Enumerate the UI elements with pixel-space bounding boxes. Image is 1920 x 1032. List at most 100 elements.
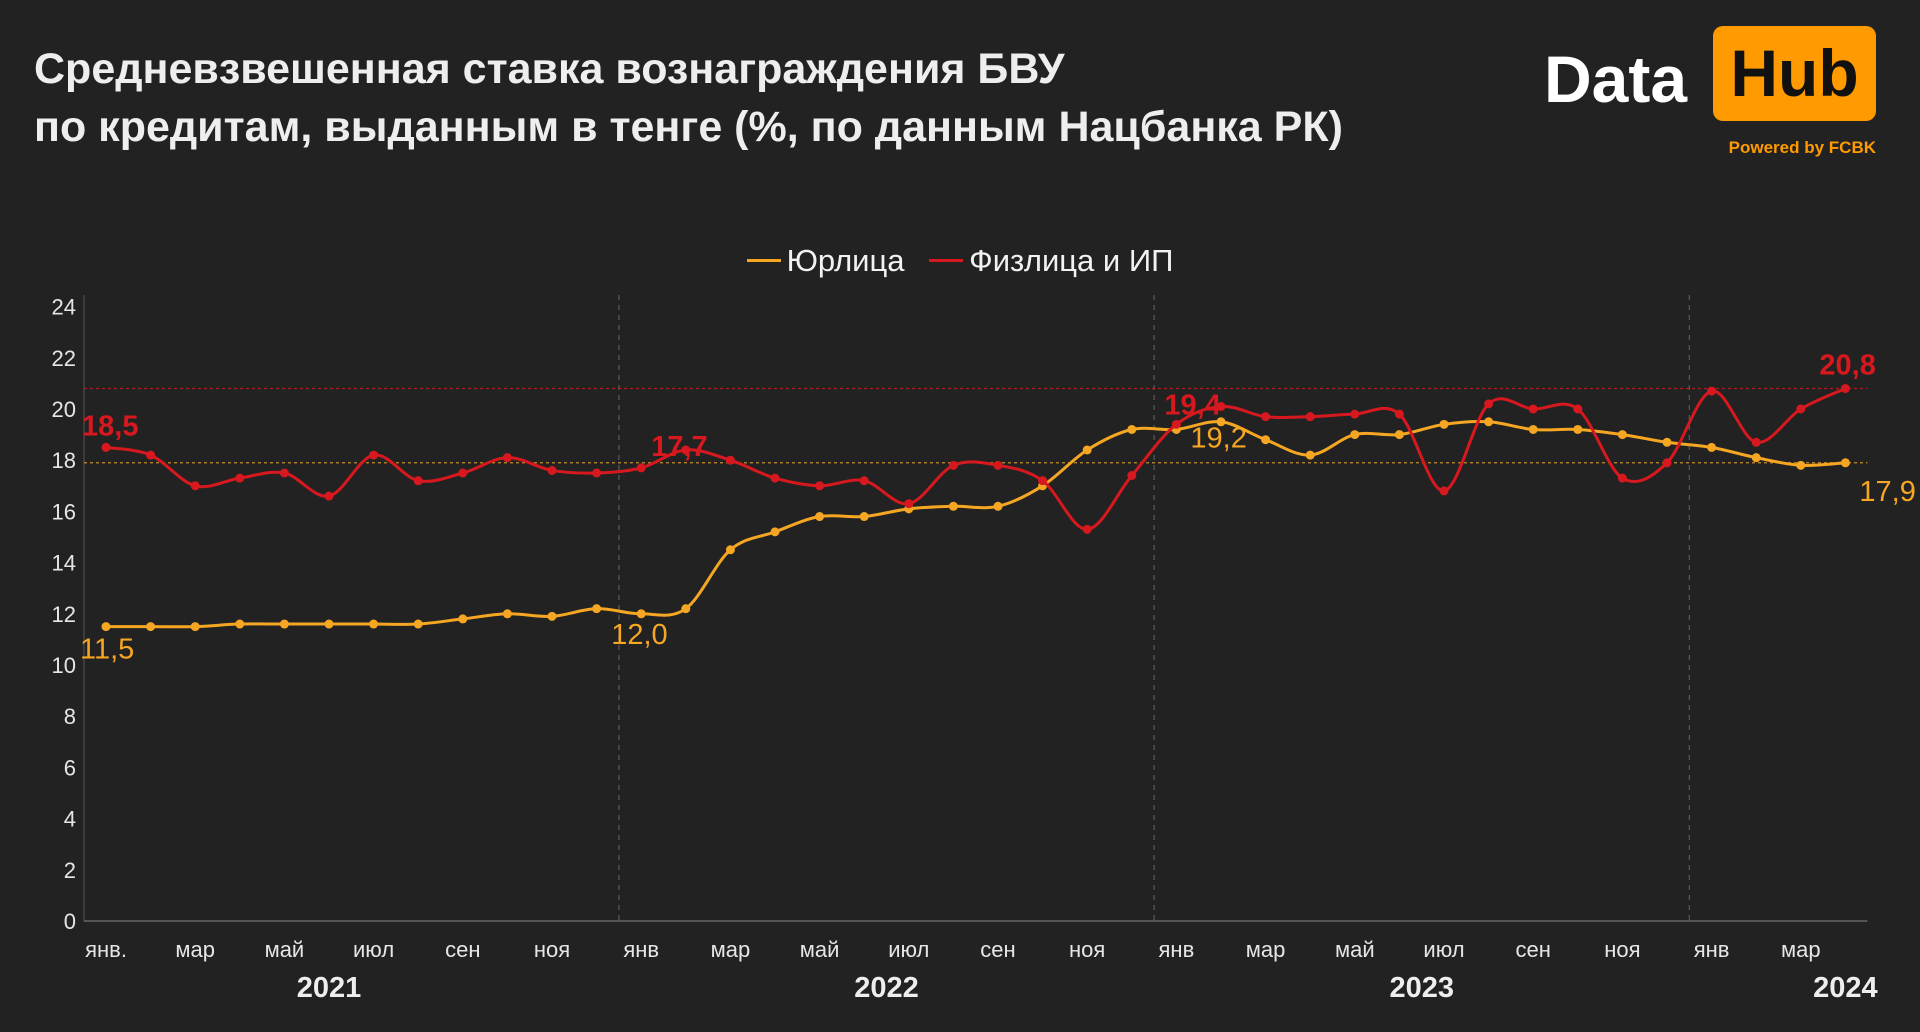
x-year-label: 2022 [854,972,919,1004]
point-individuals [1439,486,1449,496]
data-label: 17,9 [1859,476,1915,508]
point-individuals [1751,437,1761,447]
y-tick-label: 6 [64,755,76,780]
x-tick-label: ноя [534,937,570,962]
point-legal [1528,424,1538,434]
point-legal [1840,458,1850,468]
data-label: 20,8 [1819,350,1875,382]
logo-powered-by: Powered by FCBK [1728,138,1876,157]
data-label: 19,4 [1164,389,1220,421]
point-individuals [770,473,780,483]
point-individuals [1528,404,1538,414]
data-label: 18,5 [82,410,138,442]
x-tick-label: янв [1694,937,1730,962]
legend-item-individuals: Физлица и ИП [929,243,1173,279]
point-individuals [636,463,646,473]
point-legal [636,609,646,619]
x-tick-label: ноя [1604,937,1640,962]
legend-item-legal: Юрлица [746,243,905,279]
point-legal [1261,435,1271,445]
title-line-2: по кредитам, выданным в тенге (%, по дан… [34,103,1343,151]
y-tick-label: 24 [52,295,76,320]
point-legal [681,604,691,614]
point-individuals [1127,471,1137,481]
x-tick-label: мар [1246,937,1286,962]
point-individuals [1617,473,1627,483]
point-legal [369,619,379,629]
legend-label-individuals: Физлица и ИП [969,242,1174,278]
point-individuals [1707,386,1717,396]
x-tick-label: янв [1159,937,1195,962]
x-tick-label: май [1335,937,1375,962]
y-tick-label: 16 [52,499,76,524]
point-legal [1662,437,1672,447]
point-individuals [190,481,200,491]
point-individuals [815,481,825,491]
point-legal [146,622,156,632]
y-tick-label: 12 [52,602,76,627]
x-tick-label: сен [1516,937,1551,962]
x-tick-label: сен [980,937,1015,962]
point-legal [1394,430,1404,440]
point-legal [324,619,334,629]
point-legal [458,614,468,624]
point-legal [592,604,602,614]
point-legal [413,619,423,629]
point-legal [547,611,557,621]
logo-hub-badge: Hub [1713,26,1876,121]
y-tick-label: 20 [52,397,76,422]
point-individuals [1662,458,1672,468]
point-individuals [235,473,245,483]
point-legal [1707,442,1717,452]
point-individuals [502,453,512,463]
point-individuals [1305,412,1315,422]
point-individuals [324,491,334,501]
logo-data-text: Data [1544,42,1688,116]
legend-line-individuals-icon [929,259,964,262]
point-individuals [146,450,156,460]
point-individuals [725,455,735,465]
point-legal [1305,450,1315,460]
point-legal [1350,430,1360,440]
y-tick-label: 2 [64,858,76,883]
point-individuals [993,460,1003,470]
point-individuals [1216,401,1226,411]
legend-line-legal-icon [746,259,781,262]
x-year-label: 2021 [297,972,362,1004]
point-individuals [1394,409,1404,419]
data-label: 11,5 [80,634,134,666]
series-line-legal [106,420,1846,629]
point-legal [1216,417,1226,427]
x-tick-label: мар [175,937,215,962]
point-individuals [101,442,111,452]
point-legal [190,622,200,632]
y-tick-label: 22 [52,346,76,371]
data-label: 12,0 [611,619,667,651]
point-legal [1751,453,1761,463]
point-legal [1617,430,1627,440]
point-legal [101,622,111,632]
point-individuals [279,468,289,478]
datahub-logo: Data Hub Powered by FCBK [1544,26,1884,166]
point-legal [1484,417,1494,427]
point-individuals [1171,419,1181,429]
point-individuals [904,499,914,509]
point-legal [1573,424,1583,434]
y-tick-label: 18 [52,448,76,473]
point-individuals [1038,476,1048,486]
point-individuals [592,468,602,478]
y-tick-label: 0 [64,909,76,934]
x-tick-label: май [265,937,305,962]
y-tick-label: 10 [52,653,76,678]
point-individuals [948,460,958,470]
point-individuals [1484,399,1494,409]
point-legal [279,619,289,629]
point-individuals [458,468,468,478]
point-legal [502,609,512,619]
point-individuals [1573,404,1583,414]
point-individuals [1261,412,1271,422]
x-tick-label: май [800,937,840,962]
point-legal [859,512,869,522]
point-legal [948,501,958,511]
